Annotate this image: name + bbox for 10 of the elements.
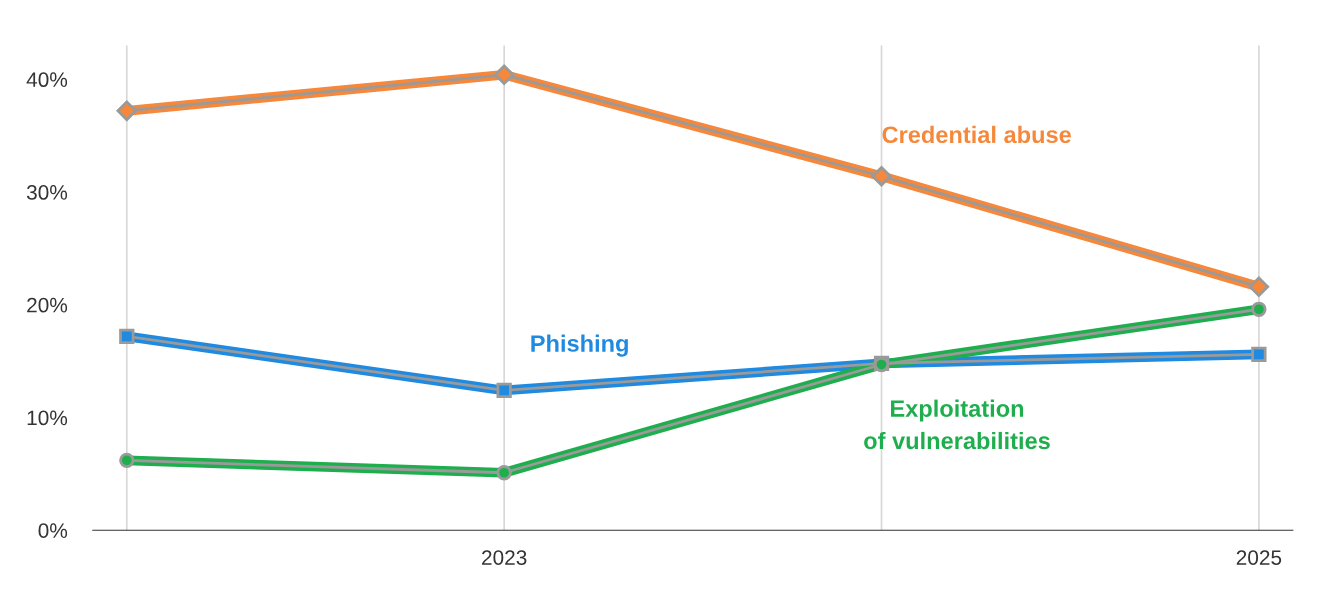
series-label: Phishing [531,334,628,357]
y-tick-label: 0% [38,523,68,538]
series-label: Credential abuse [882,125,1071,144]
y-tick-label: 30% [26,185,68,200]
y-tick-label: 40% [26,72,68,88]
series-label: Exploitation of vulnerabilities [864,399,1050,450]
y-tick-label: 20% [27,297,68,313]
x-tick-label: 2023 [482,550,527,565]
x-tick-label: 2025 [1236,550,1282,565]
y-tick-label: 10% [27,410,68,426]
